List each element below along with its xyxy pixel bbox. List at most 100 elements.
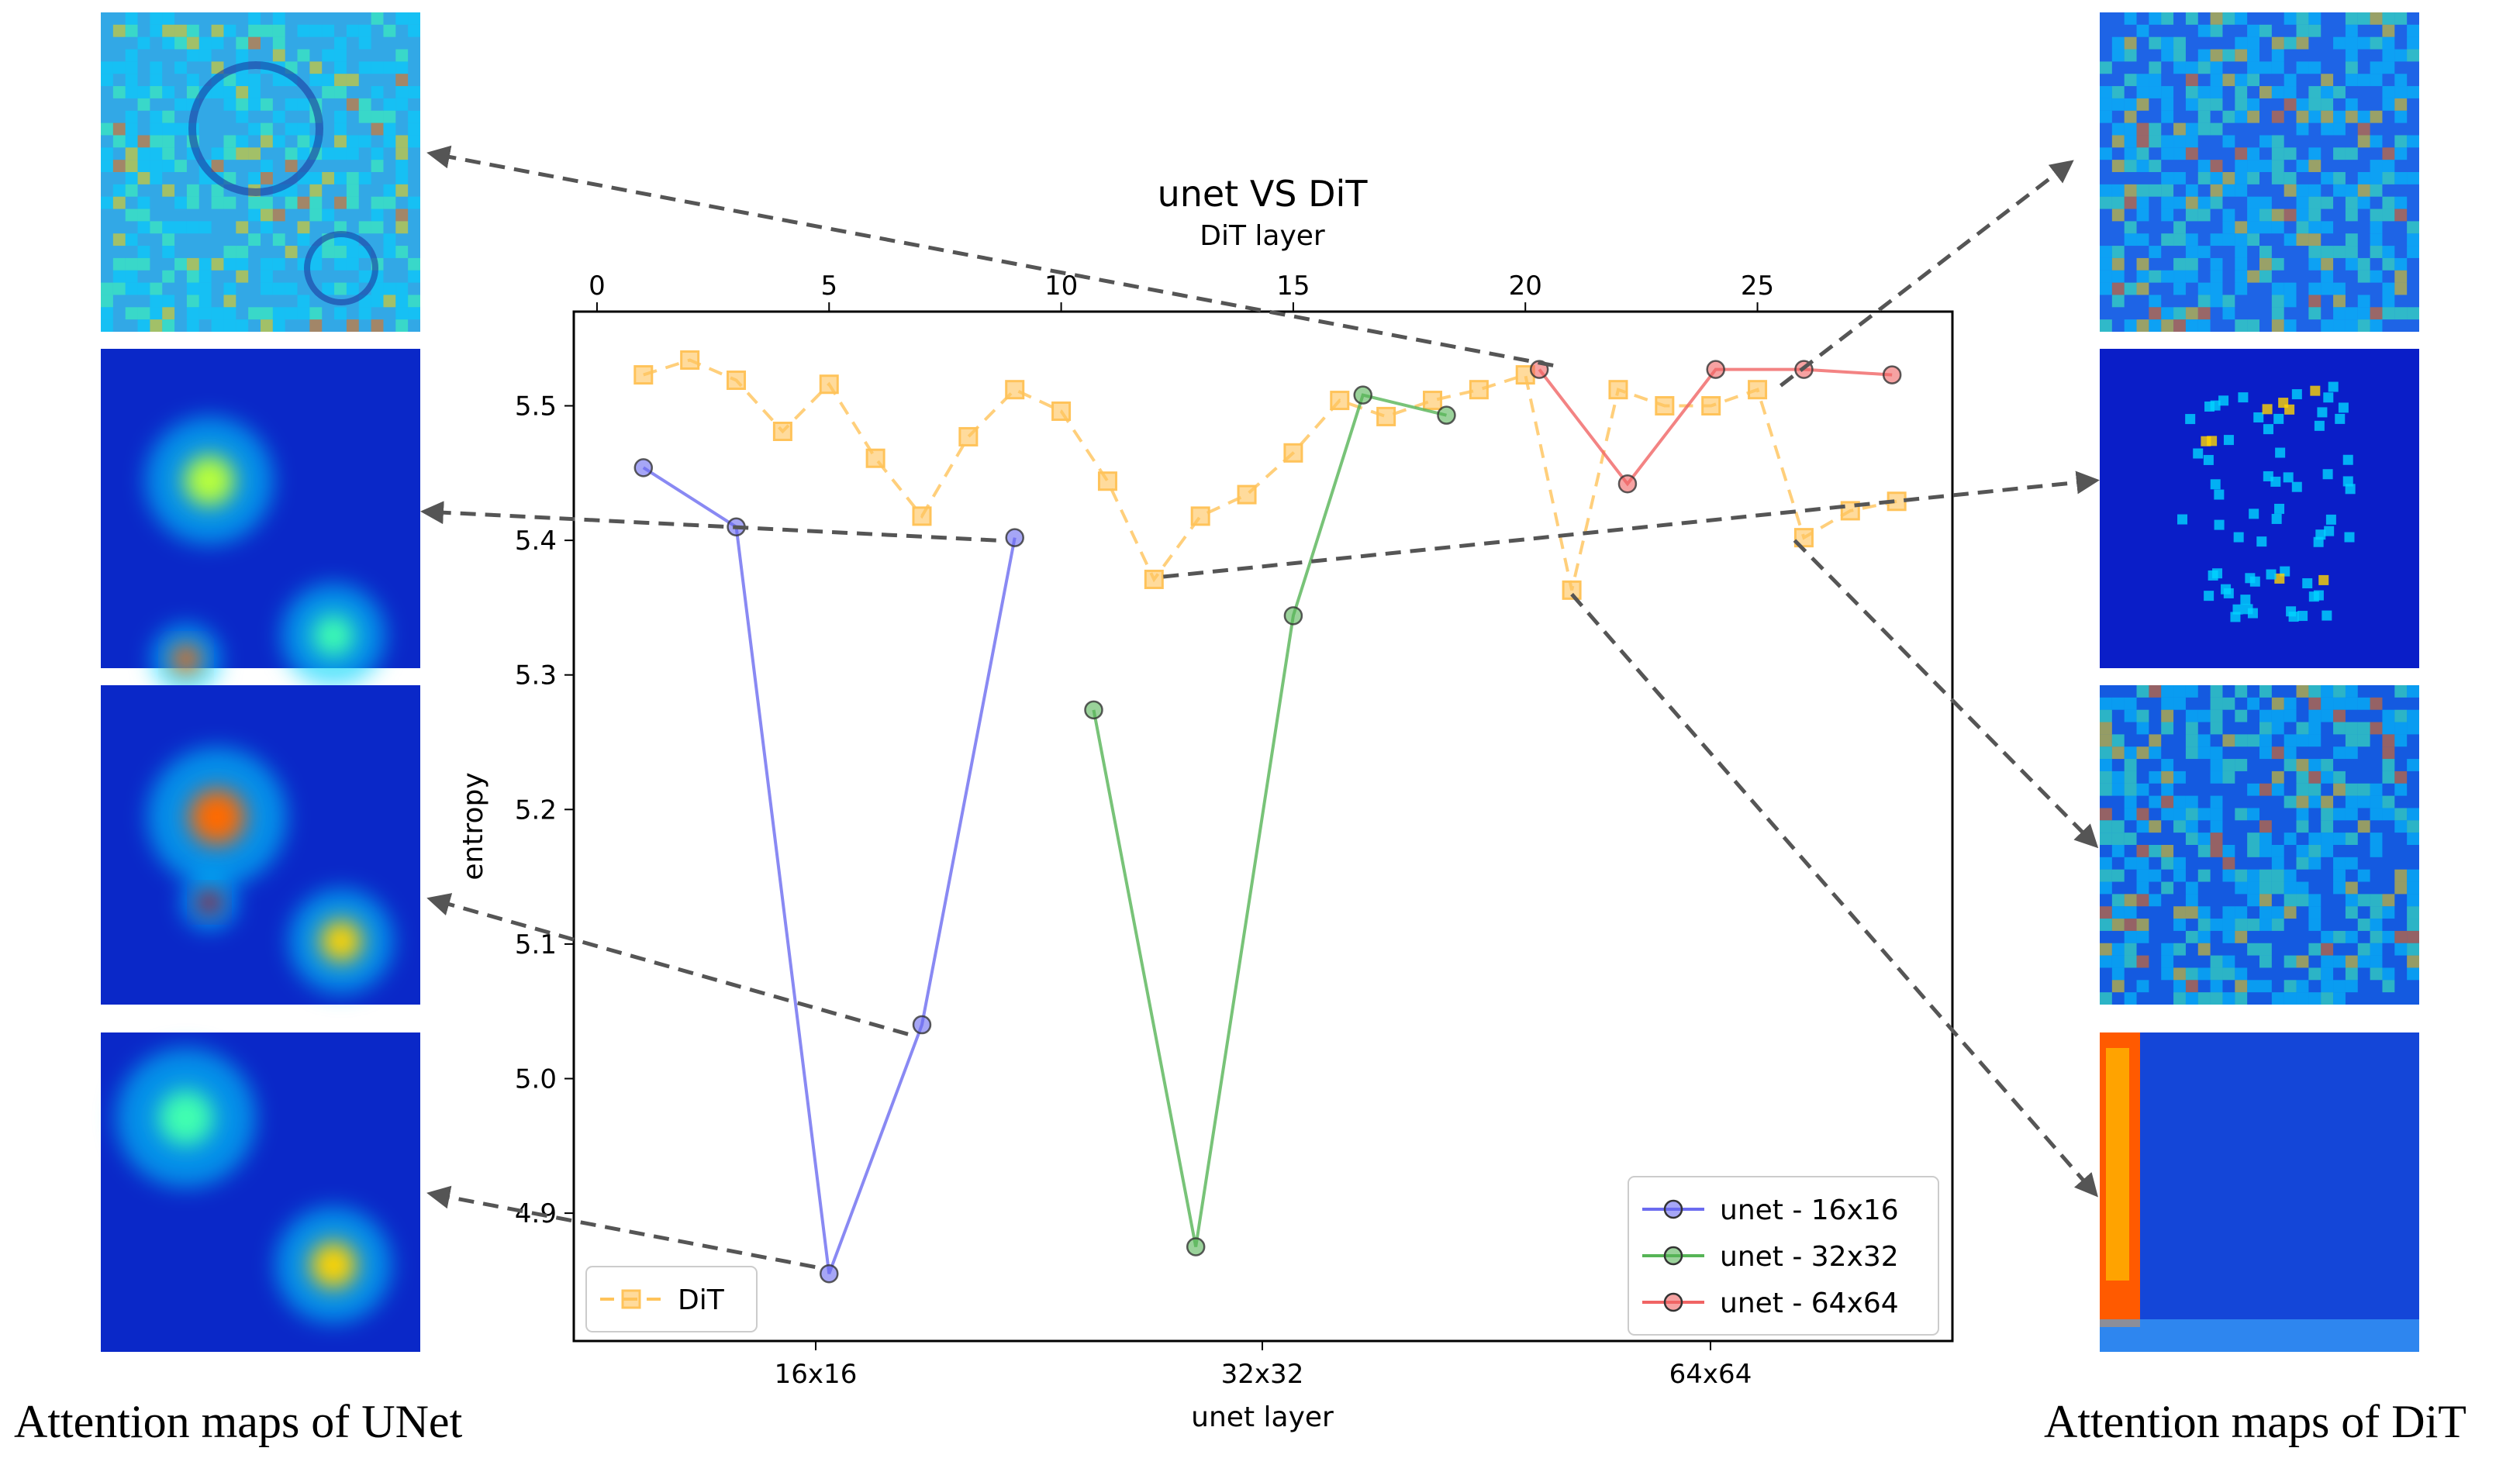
map-cell	[2197, 833, 2211, 845]
map-cell	[2394, 869, 2408, 882]
map-cell	[211, 61, 224, 74]
map-cell	[150, 12, 163, 25]
map-cell	[2321, 759, 2334, 771]
map-cell	[2173, 980, 2186, 993]
map-cell	[2407, 685, 2419, 698]
map-cell	[2161, 709, 2174, 722]
map-cell	[2345, 257, 2358, 271]
map-cell	[2271, 61, 2284, 74]
map-cell	[2100, 955, 2112, 968]
map-cell	[2149, 894, 2162, 907]
map-cell	[395, 74, 409, 87]
map-cell	[2233, 532, 2244, 543]
map-cell	[285, 122, 298, 136]
map-cell	[2247, 36, 2259, 50]
map-cell	[297, 233, 310, 246]
map-cell	[2271, 770, 2284, 784]
map-cell	[2111, 967, 2125, 981]
map-cell	[2321, 833, 2334, 845]
map-cell	[2394, 135, 2408, 148]
map-cell	[309, 209, 323, 222]
map-cell	[2222, 209, 2235, 222]
map-cell	[2235, 246, 2248, 258]
map-cell	[2249, 576, 2260, 587]
map-cell	[2382, 930, 2395, 943]
map-cell	[2333, 86, 2346, 98]
map-cell	[2357, 783, 2370, 796]
map-cell	[2357, 74, 2370, 87]
map-cell	[322, 74, 335, 87]
map-cell	[346, 135, 359, 148]
map-cell	[2370, 930, 2383, 943]
map-cell	[2270, 476, 2281, 487]
map-cell	[2345, 955, 2358, 968]
map-cell	[2161, 36, 2174, 50]
map-cell	[2161, 110, 2174, 123]
map-cell	[408, 295, 420, 308]
map-cell	[2284, 881, 2297, 895]
map-cell	[2333, 307, 2346, 320]
map-cell	[2308, 246, 2322, 258]
map-cell	[2357, 955, 2370, 968]
legend-marker	[1663, 1246, 1683, 1266]
map-cell	[2185, 270, 2198, 283]
map-cell	[383, 135, 396, 148]
map-cell	[2308, 221, 2322, 234]
map-cell	[2161, 86, 2174, 98]
map-cell	[2210, 980, 2223, 993]
map-cell	[211, 307, 224, 320]
map-cell	[2394, 270, 2408, 283]
map-cell	[2407, 759, 2419, 771]
map-cell	[395, 86, 409, 98]
map-cell	[2222, 992, 2235, 1005]
map-cell	[2111, 122, 2125, 136]
map-cell	[2271, 307, 2284, 320]
map-cell	[2333, 980, 2346, 993]
map-cell	[2149, 746, 2162, 760]
map-cell	[2321, 246, 2334, 258]
map-cell	[2247, 110, 2259, 123]
map-cell	[2321, 74, 2334, 87]
map-cell	[2333, 833, 2346, 845]
map-cell	[2382, 894, 2395, 907]
map-cell	[2284, 282, 2297, 295]
map-cell	[2370, 919, 2383, 931]
map-cell	[248, 172, 261, 184]
map-cell	[371, 282, 384, 295]
map-cell	[395, 49, 409, 62]
map-cell	[248, 122, 261, 136]
map-cell	[2370, 110, 2383, 123]
map-cell	[223, 147, 236, 160]
map-cell	[2284, 992, 2297, 1005]
map-cell	[383, 98, 396, 111]
data-point	[727, 371, 747, 391]
dit-maps-caption: Attention maps of DiT	[2044, 1396, 2466, 1447]
map-cell	[2407, 233, 2419, 246]
map-cell	[125, 257, 138, 271]
map-cell	[2100, 869, 2112, 882]
connector-arrow	[1779, 160, 2074, 388]
map-cell	[2235, 992, 2248, 1005]
map-cell	[2357, 12, 2370, 25]
map-cell	[186, 270, 199, 283]
map-cell	[2296, 955, 2309, 968]
map-cell	[2124, 759, 2137, 771]
map-cell	[223, 135, 236, 148]
map-cell	[2124, 233, 2137, 246]
map-cell	[2333, 246, 2346, 258]
map-cell	[2136, 869, 2149, 882]
map-cell	[261, 209, 273, 222]
map-cell	[285, 98, 298, 111]
map-cell	[2185, 12, 2198, 25]
map-cell	[2382, 709, 2395, 722]
map-cell	[2333, 992, 2346, 1005]
map-cell	[2333, 869, 2346, 882]
map-cell	[2124, 857, 2137, 870]
map-cell	[2185, 709, 2198, 722]
map-cell	[2235, 74, 2248, 87]
map-cell	[2173, 967, 2186, 981]
map-cell	[2173, 257, 2186, 271]
map-cell	[358, 24, 371, 37]
map-cell	[2173, 992, 2186, 1005]
map-cell	[2370, 135, 2383, 148]
